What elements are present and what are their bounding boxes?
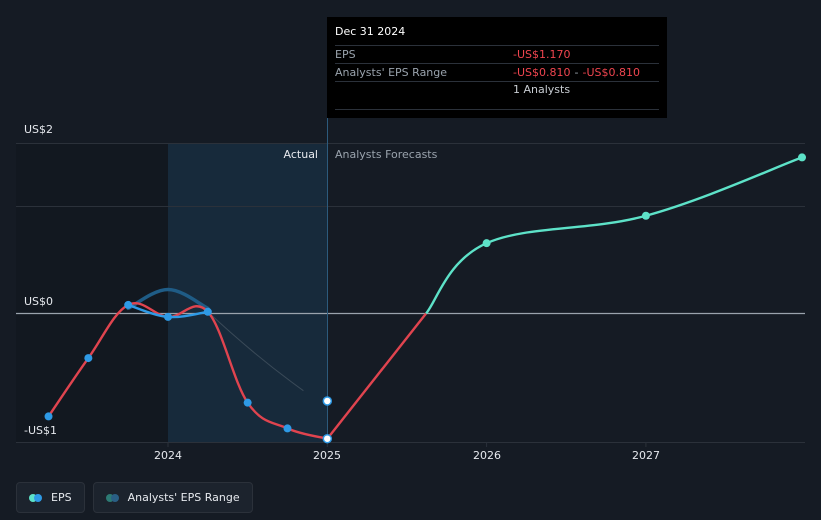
forecast-region-label: Analysts Forecasts [335, 148, 438, 161]
eps-forecast-negative-line [326, 312, 428, 440]
x-tick-label: 2026 [473, 449, 501, 462]
y-tick-label: -US$1 [24, 424, 57, 437]
tooltip-range-low: -US$0.810 [513, 66, 571, 79]
eps-actual-point [322, 433, 333, 444]
legend-range-button[interactable]: Analysts' EPS Range [92, 482, 253, 513]
tooltip-date: Dec 31 2024 [335, 25, 406, 38]
tooltip-analysts-row: 1 Analysts [335, 81, 659, 110]
eps-actual-point [283, 424, 292, 433]
range-legend-icon [105, 493, 122, 503]
legend-eps-label: EPS [51, 491, 72, 504]
eps-forecast-point [641, 211, 650, 220]
x-tick-label: 2025 [313, 449, 341, 462]
eps-forecast-point [798, 153, 807, 162]
eps-actual-point [124, 300, 133, 309]
analyst-estimate-point [322, 396, 333, 406]
eps-forecast-point [482, 239, 491, 248]
tooltip-analysts-count: 1 Analysts [513, 83, 571, 96]
eps-legend-icon [29, 493, 45, 503]
x-tick-label: 2027 [632, 449, 660, 462]
eps-forecast-line [425, 156, 803, 315]
tooltip-range-separator: - [574, 66, 579, 79]
highlight-band [168, 143, 327, 442]
eps-actual-point [44, 412, 53, 421]
tooltip-eps-row: EPS -US$1.170 [335, 45, 659, 63]
actual-region-label: Actual [283, 148, 318, 161]
chart-legend: EPS Analysts' EPS Range [16, 482, 253, 514]
history-band [16, 143, 168, 442]
eps-actual-point [203, 307, 212, 316]
legend-eps-button[interactable]: EPS [16, 482, 85, 513]
y-tick-label: US$2 [24, 123, 54, 136]
tooltip-range-row: Analysts' EPS Range -US$0.810 - -US$0.81… [335, 63, 659, 81]
data-tooltip: Dec 31 2024 EPS -US$1.170 Analysts' EPS … [327, 17, 667, 118]
estimate-trail-line [207, 311, 304, 392]
x-tick-label: 2024 [154, 449, 182, 462]
tooltip-eps-value: -US$1.170 [513, 48, 571, 61]
y-tick-label: US$0 [24, 295, 54, 308]
eps-actual-point [84, 354, 93, 363]
tooltip-range-high: -US$0.810 [582, 66, 640, 79]
eps-actual-point [164, 312, 172, 321]
tooltip-eps-label: EPS [335, 48, 356, 61]
tooltip-range-label: Analysts' EPS Range [335, 66, 448, 79]
chart-marks [44, 153, 807, 444]
eps-actual-line [47, 302, 328, 440]
eps-actual-point [243, 398, 252, 407]
legend-range-label: Analysts' EPS Range [127, 491, 240, 504]
